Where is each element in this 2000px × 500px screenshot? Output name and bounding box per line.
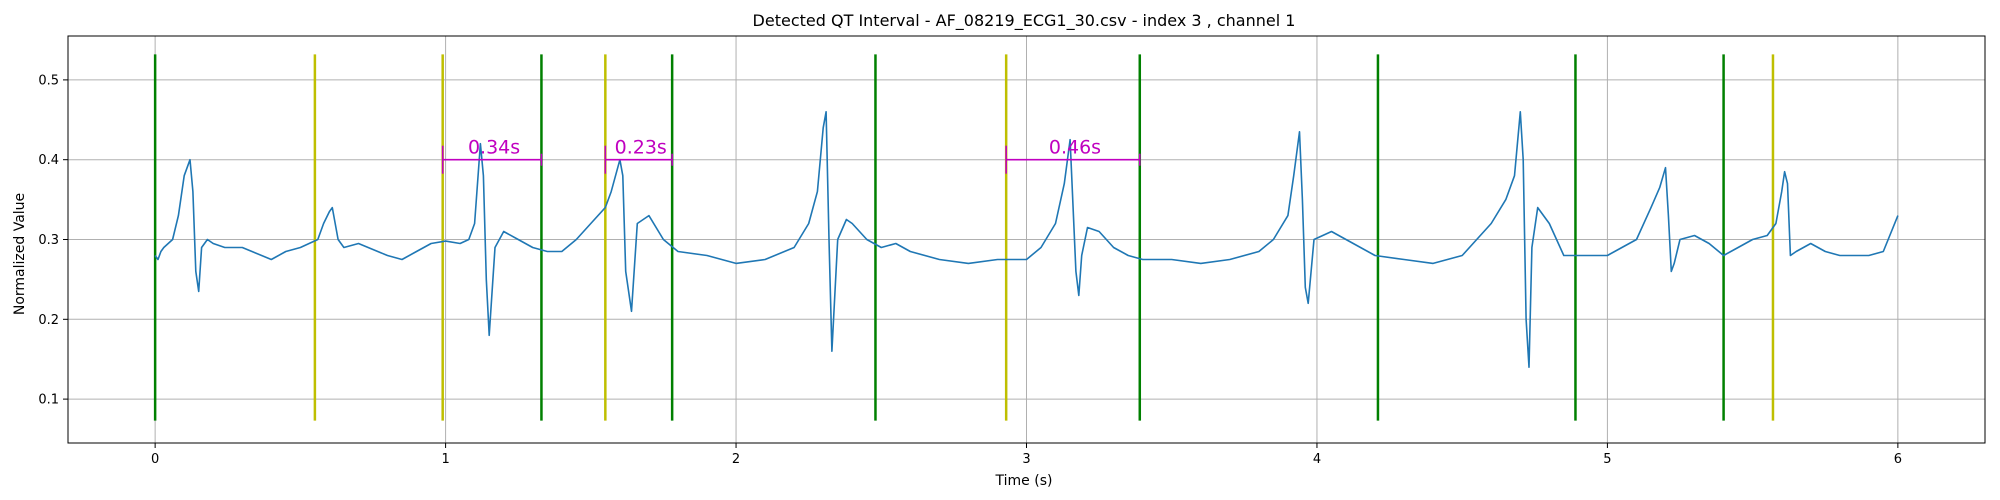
x-tick-label: 0 xyxy=(151,452,159,467)
x-tick-label: 3 xyxy=(1022,452,1030,467)
chart-title: Detected QT Interval - AF_08219_ECG1_30.… xyxy=(753,11,1296,31)
y-tick-label: 0.2 xyxy=(38,313,59,328)
y-tick-label: 0.5 xyxy=(38,73,59,88)
y-axis-label: Normalized Value xyxy=(12,193,28,315)
y-tick-label: 0.4 xyxy=(38,153,59,168)
interval-label: 0.34s xyxy=(468,137,520,159)
y-tick-label: 0.1 xyxy=(38,393,59,408)
axes: 0 1 2 3 4 5 6 0.1 0.2 0.3 0.4 0.5 xyxy=(38,35,1986,467)
ecg-signal-line xyxy=(154,111,1899,369)
ecg-signal-layer xyxy=(154,111,1899,369)
x-tick-label: 4 xyxy=(1313,452,1321,467)
interval-label: 0.46s xyxy=(1049,137,1101,159)
x-axis-label: Time (s) xyxy=(995,473,1053,489)
x-tick-label: 5 xyxy=(1603,452,1611,467)
interval-label: 0.23s xyxy=(615,137,667,159)
x-tick-label: 2 xyxy=(732,452,740,467)
x-tick-label: 1 xyxy=(441,452,449,467)
interval-markers xyxy=(153,54,1775,421)
plot-frame xyxy=(67,35,1986,444)
y-tick-label: 0.3 xyxy=(38,233,59,248)
x-tick-label: 6 xyxy=(1894,452,1902,467)
grid-lines xyxy=(68,36,1985,443)
interval-annotations: 0.34s 0.23s 0.46s xyxy=(441,137,1141,174)
